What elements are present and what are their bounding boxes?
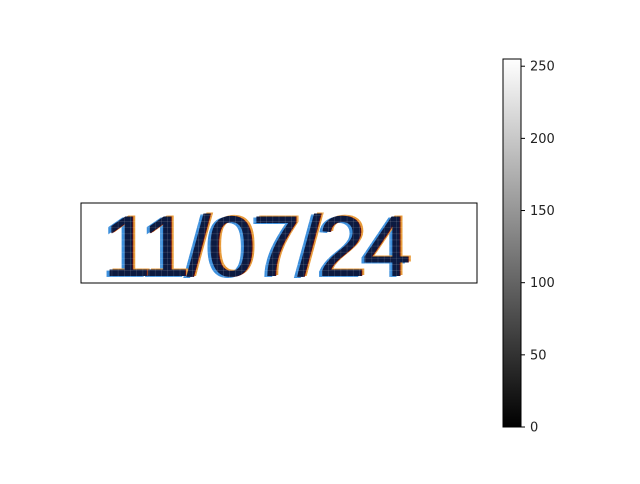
image-text-fringe-blue: 11/07/24 [100,200,406,296]
text-fringe-blue: 11/07/24 [100,200,409,296]
colorbar-tick-label: 150 [530,204,555,219]
colorbar-tick-label: 250 [530,60,555,75]
colorbar-tick-label: 100 [530,276,555,291]
image-axes: 11/07/24 11/07/24 11/07/24 11/07/24 [80,198,478,296]
colorbar: 0 50 100 150 200 250 [502,58,555,436]
colorbar-tick-label: 200 [530,132,555,147]
colorbar-gradient [502,58,522,428]
colorbar-ticks: 0 50 100 150 200 250 [521,60,555,436]
image-text-ink: 11/07/24 [103,199,409,295]
image-text-fringe-orange: 11/07/24 [106,198,412,294]
text-fringe-orange: 11/07/24 [106,198,415,294]
pixel-grid-overlay [81,203,477,283]
image-frame [80,202,478,284]
image-pixels: 11/07/24 11/07/24 11/07/24 11/07/24 [100,198,415,296]
image-text-fringe-red: 11/07/24 [104,199,410,295]
colorbar-tick-label: 50 [530,348,547,363]
image-background [81,203,477,283]
text-fringe-red: 11/07/24 [104,199,413,295]
colorbar-tick-label: 0 [530,421,538,436]
